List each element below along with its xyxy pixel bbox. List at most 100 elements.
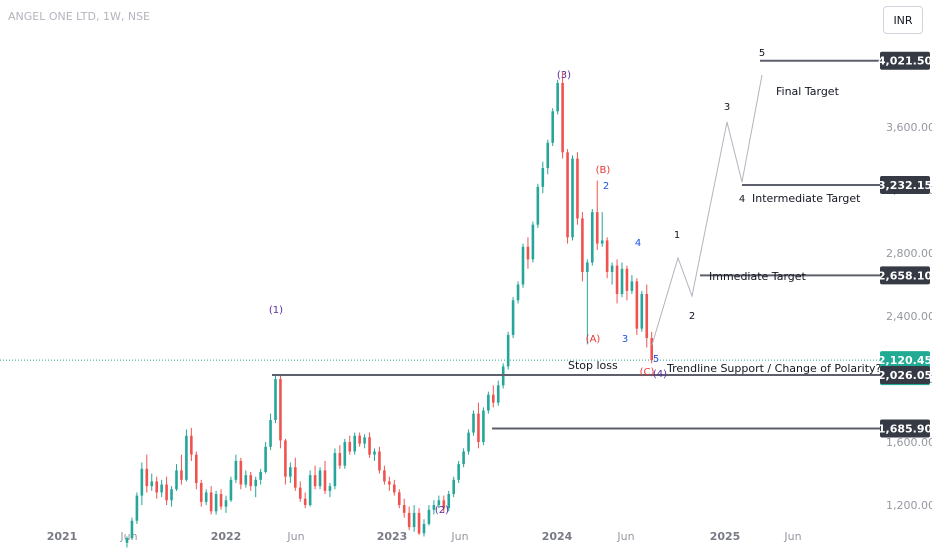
candle-body xyxy=(204,492,208,502)
candle-body xyxy=(190,435,193,455)
candle-body xyxy=(397,492,401,506)
sub-wave-label: 2 xyxy=(603,181,609,192)
x-tick-label: Jun xyxy=(450,530,468,543)
price-level-tag xyxy=(880,176,930,195)
candle-body xyxy=(279,379,282,441)
candle-body xyxy=(160,484,163,493)
wave-annotation: (3) xyxy=(557,70,571,81)
candle-body xyxy=(625,268,629,291)
candle-body xyxy=(571,158,574,238)
candle-body xyxy=(511,300,515,335)
candle-body xyxy=(581,218,584,272)
price-level-label: 3,232.15 xyxy=(878,179,932,192)
candle-body xyxy=(561,82,564,153)
candle-body xyxy=(526,246,530,260)
candle-body xyxy=(417,512,421,534)
candle-body xyxy=(224,500,228,507)
candle-body xyxy=(145,468,149,487)
x-tick-label: 2022 xyxy=(211,530,242,543)
x-tick-label: Jun xyxy=(119,530,137,543)
candle-body xyxy=(541,168,545,187)
candle-body xyxy=(630,281,634,291)
x-tick-label: Jun xyxy=(286,530,304,543)
candle-body xyxy=(214,494,218,512)
x-tick-label: Jun xyxy=(783,530,801,543)
candle-body xyxy=(615,265,619,295)
candle-body xyxy=(125,538,129,543)
candle-body xyxy=(610,265,614,272)
candle-body xyxy=(595,212,599,244)
candle-body xyxy=(437,500,441,506)
candle-body xyxy=(180,470,183,480)
candle-body xyxy=(566,152,569,238)
candle-body xyxy=(383,470,386,482)
candle-body xyxy=(323,470,327,491)
wave-annotation: (1) xyxy=(269,305,283,316)
candle-body xyxy=(407,512,411,528)
wave-annotation: 1 xyxy=(674,230,680,241)
candle-body xyxy=(402,505,406,513)
candle-body xyxy=(412,512,416,528)
candle-body xyxy=(467,432,470,452)
wave-annotation: Immediate Target xyxy=(709,270,807,283)
candle-body xyxy=(170,489,173,501)
candle-body xyxy=(393,484,396,493)
wave-annotation: 4 xyxy=(739,194,745,205)
price-level-label: 2,658.10 xyxy=(878,269,932,282)
candle-body xyxy=(432,505,436,510)
candle-body xyxy=(516,284,520,301)
candle-body xyxy=(645,294,649,339)
candle-body xyxy=(605,240,609,272)
candle-body xyxy=(586,262,589,272)
candle-body xyxy=(259,471,262,480)
candle-body xyxy=(556,82,559,112)
candle-body xyxy=(318,470,322,487)
candle-body xyxy=(209,492,213,512)
candle-body xyxy=(284,440,287,477)
candle-body xyxy=(239,460,243,485)
candle-body xyxy=(294,467,297,488)
candle-body xyxy=(472,413,475,433)
candle-body xyxy=(289,467,292,477)
candle-body xyxy=(155,481,158,493)
price-level-label: 1,685.90 xyxy=(878,423,932,436)
candle-body xyxy=(333,453,337,487)
candle-body xyxy=(185,435,188,480)
candle-body xyxy=(487,394,490,411)
price-level-label: 4,021.50 xyxy=(878,55,932,68)
price-level-tag xyxy=(880,419,930,438)
candle-body xyxy=(135,495,139,521)
candle-body xyxy=(298,487,302,499)
y-tick-label: 3,600.00 xyxy=(886,121,932,134)
x-tick-label: 2024 xyxy=(542,530,573,543)
candle-body xyxy=(620,268,624,295)
currency-button[interactable]: INR xyxy=(883,6,923,34)
candle-body xyxy=(422,523,426,534)
candle-body xyxy=(427,509,431,524)
candle-body xyxy=(546,142,550,169)
candle-body xyxy=(303,498,307,506)
sub-wave-label: 4 xyxy=(635,238,641,249)
sub-wave-label: 5 xyxy=(653,354,659,365)
candle-body xyxy=(496,385,500,403)
sub-wave-label: 3 xyxy=(622,334,628,345)
wave-annotation: Stop loss xyxy=(568,359,618,372)
candle-body xyxy=(358,435,361,444)
candle-body xyxy=(591,212,594,263)
price-level-tag xyxy=(880,365,930,384)
y-tick-label: 1,200.00 xyxy=(886,499,932,512)
candle-body xyxy=(199,482,203,502)
wave-annotation: Trendline Support / Change of Polarity? xyxy=(666,362,882,375)
candle-body xyxy=(244,475,248,485)
candle-body xyxy=(363,437,366,444)
x-tick-label: 2025 xyxy=(710,530,741,543)
y-tick-label: 2,800.00 xyxy=(886,247,932,260)
candle-body xyxy=(462,451,465,465)
wave-annotation: Final Target xyxy=(776,85,840,98)
wave-annotation: (B) xyxy=(596,165,611,176)
wave-annotation: (4) xyxy=(653,369,667,380)
candle-body xyxy=(264,446,267,472)
wave-annotation: Intermediate Target xyxy=(752,192,861,205)
